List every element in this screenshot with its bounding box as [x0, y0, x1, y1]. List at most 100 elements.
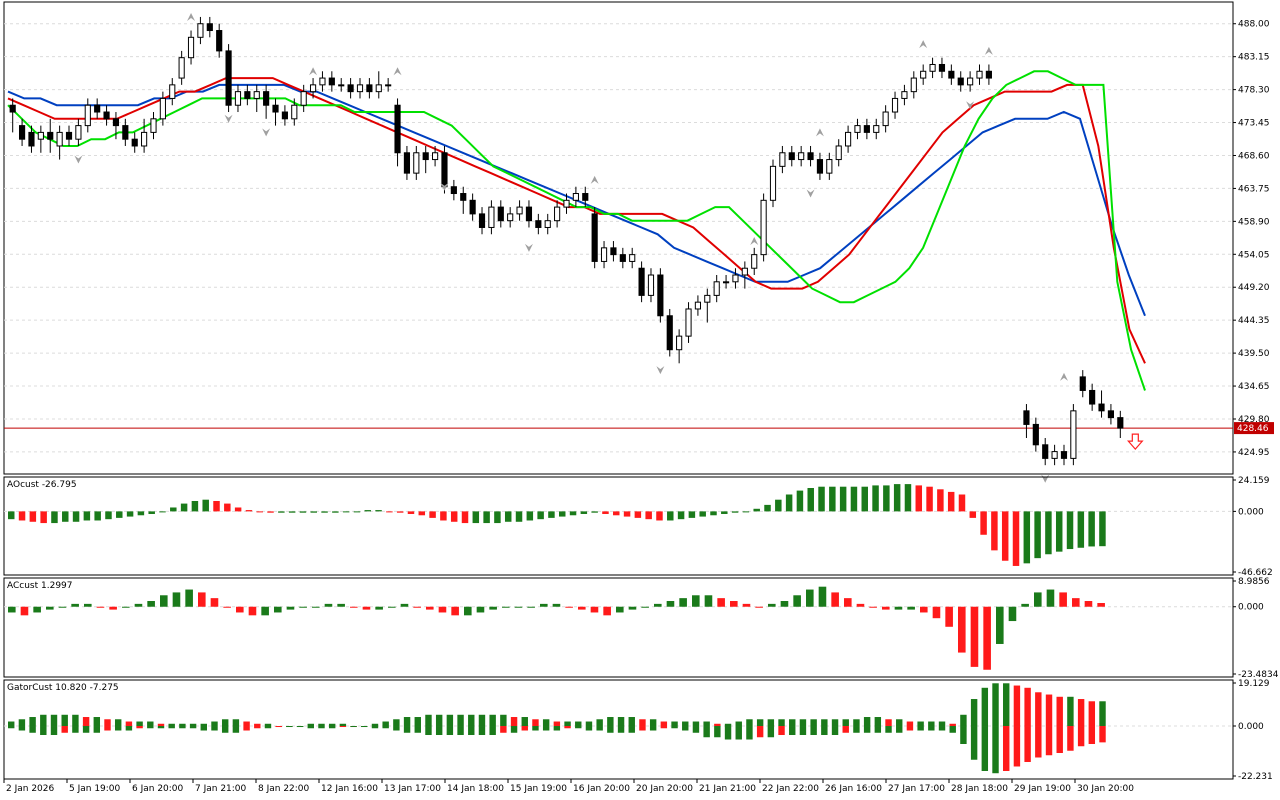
histogram-bar [634, 511, 642, 518]
candle-body [338, 84, 345, 87]
candle-body [882, 111, 889, 127]
candle-body [901, 91, 908, 99]
gator-lower-bar [307, 726, 314, 729]
candle-body [37, 131, 44, 140]
gator-lower-bar [649, 726, 657, 731]
candle-body [704, 294, 711, 303]
histogram-bar [58, 606, 67, 608]
gator-upper-bar [724, 723, 732, 727]
fractal-up-marker [309, 67, 318, 76]
histogram-bar [699, 511, 706, 517]
histogram-bar [1088, 511, 1095, 547]
histogram-bar [980, 511, 987, 535]
candle-body [1117, 417, 1124, 429]
indicator-pane-frame [3, 476, 1234, 576]
indicator-tick-label: 0.000 [1238, 603, 1264, 613]
gator-lower-bar [104, 726, 111, 731]
histogram-bar [1072, 598, 1080, 607]
histogram-bar [278, 511, 285, 513]
fractal-up-marker [1059, 372, 1068, 381]
gatorcust-pane[interactable]: GatorCust 10.820 -7.275 19.129 0.000 -22.23… [3, 679, 1273, 782]
histogram-bar [704, 595, 713, 607]
candle-body [1032, 423, 1039, 446]
price-tick-label: 468.60 [1238, 151, 1270, 161]
gator-lower-bar [468, 726, 475, 736]
histogram-bar [623, 511, 631, 517]
gator-lower-bar [799, 726, 807, 736]
gator-lower-bar [682, 726, 689, 731]
histogram-bar [755, 606, 763, 608]
fractal-up-marker [919, 40, 928, 49]
histogram-bar [386, 511, 393, 513]
gator-lower-bar [596, 726, 603, 731]
accust-pane[interactable]: ACcust 1.2997 8.9856 0.000 -23.4834 [3, 577, 1279, 680]
fractal-down-marker [262, 128, 271, 137]
histogram-bar [116, 511, 123, 518]
candle-body [366, 84, 373, 93]
histogram-bar [451, 606, 459, 616]
gator-lower-bar [18, 726, 26, 731]
histogram-bar [641, 606, 649, 608]
gator-lower-bar [179, 726, 186, 729]
histogram-bar [321, 511, 328, 513]
price-tick-label: 478.30 [1238, 86, 1270, 96]
gator-upper-bar [8, 721, 15, 727]
gator-upper-bar [542, 719, 550, 727]
gator-upper-bar [478, 714, 486, 727]
candle-body [28, 131, 35, 147]
histogram-bar [502, 606, 510, 608]
candle-body [150, 118, 157, 133]
histogram-bar [654, 603, 662, 607]
candle-body [535, 220, 542, 228]
histogram-bar [1021, 603, 1029, 607]
gator-upper-bar [446, 714, 454, 727]
fractal-up-marker [187, 12, 196, 21]
fractal-up-marker [750, 237, 759, 246]
gator-lower-bar [1077, 726, 1085, 747]
gator-upper-bar [382, 721, 389, 727]
gator-lower-bar [243, 726, 250, 731]
gator-upper-bar [585, 721, 593, 727]
price-pane[interactable]: 488.00 483.15 478.30 473.45 468.60 463.75 458.… [3, 1, 1274, 483]
gator-lower-bar [446, 726, 454, 736]
gator-lower-bar [8, 726, 15, 729]
histogram-bar [894, 606, 903, 610]
candle-body [666, 315, 673, 351]
histogram-bar [856, 603, 865, 607]
histogram-bar [780, 601, 789, 607]
histogram-bar [364, 510, 372, 512]
gator-lower-bar [671, 726, 678, 729]
gator-upper-bar [414, 717, 421, 727]
histogram-bar [893, 484, 901, 512]
histogram-bar [236, 606, 244, 613]
gator-upper-bar [949, 723, 956, 727]
gator-upper-bar [703, 721, 710, 727]
histogram-bar [51, 511, 58, 524]
fractal-down-marker [806, 189, 815, 198]
aocust-pane[interactable]: AOcust -26.795 24.159 0.000 -46.662 [3, 476, 1273, 578]
price-tick-label: 444.35 [1238, 316, 1270, 326]
histogram-bar [353, 511, 361, 513]
gator-upper-bar [1099, 701, 1106, 727]
candle-body [47, 131, 54, 140]
histogram-bar [1084, 601, 1093, 607]
indicator-pane-frame [3, 679, 1234, 780]
histogram-bar [1023, 511, 1031, 564]
histogram-bar [84, 603, 92, 607]
histogram-bar [134, 603, 143, 607]
candle-body [788, 152, 795, 161]
histogram-bar [362, 606, 371, 610]
gator-lower-bar [457, 726, 464, 736]
alligator-lips-line [7, 70, 1146, 391]
gator-lower-bar [981, 726, 989, 771]
gator-lower-bar [553, 726, 561, 731]
histogram-bar [1097, 603, 1105, 607]
histogram-bar [904, 484, 912, 512]
candle-body [920, 70, 927, 79]
histogram-bar [569, 511, 577, 516]
histogram-bar [299, 606, 307, 608]
histogram-bar [540, 603, 548, 607]
candle-body [676, 335, 683, 351]
fractal-down-marker [966, 101, 975, 110]
